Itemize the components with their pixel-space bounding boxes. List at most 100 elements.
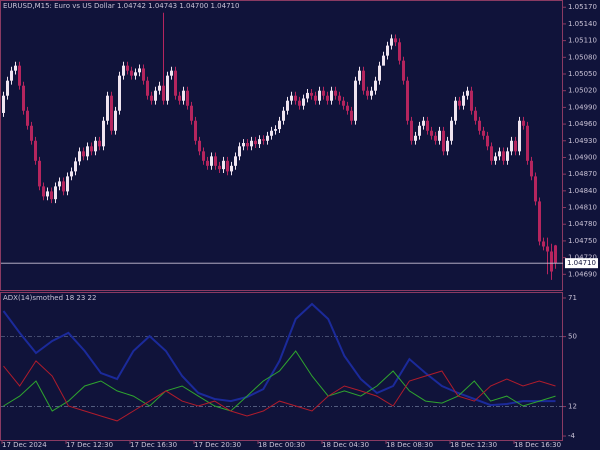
y-tick-label: 12 — [568, 403, 577, 411]
candle-body — [358, 70, 361, 81]
candle-body — [22, 85, 25, 111]
candle-body — [206, 160, 209, 166]
candle-body — [522, 120, 525, 126]
candle-body — [146, 80, 149, 96]
candle-body — [226, 160, 229, 172]
y-tick-label: 1.04960 — [568, 120, 597, 128]
y-tick-label: 1.05170 — [568, 3, 597, 11]
candle-body — [278, 120, 281, 130]
candle-body — [134, 72, 137, 76]
candle-body — [34, 140, 37, 161]
candle-body — [466, 90, 469, 96]
candle-body — [294, 95, 297, 101]
y-tick-label: 1.04690 — [568, 270, 597, 278]
candle-body — [454, 100, 457, 121]
candle-body — [126, 65, 129, 71]
candle-body — [86, 146, 89, 157]
candle-body — [490, 146, 493, 161]
candle-body — [514, 140, 517, 152]
candle-body — [50, 191, 53, 200]
candle-body — [538, 201, 541, 242]
candle-body — [370, 90, 373, 96]
candle-body — [442, 130, 445, 152]
candle-body — [310, 92, 313, 96]
candle-body — [498, 151, 501, 157]
candle-body — [382, 55, 385, 66]
candle-body — [486, 135, 489, 147]
main-panel-border — [0, 0, 563, 291]
candle-body — [398, 42, 401, 61]
x-tick-label: 18 Dec 12:30 — [450, 441, 497, 449]
indicator-line — [2, 302, 556, 407]
candle-body — [246, 142, 249, 147]
y-tick-label: 71 — [568, 294, 577, 302]
candle-body — [434, 135, 437, 141]
candle-body — [162, 85, 165, 101]
candle-body — [438, 130, 441, 141]
candle-body — [402, 60, 405, 81]
y-tick-label: 1.04750 — [568, 237, 597, 245]
candle-body — [550, 251, 553, 272]
y-tick-label: 1.04720 — [568, 254, 597, 262]
y-tick-label: 1.05110 — [568, 37, 597, 45]
candle-body — [2, 95, 5, 113]
candle-body — [450, 120, 453, 141]
candle-body — [334, 90, 337, 96]
candle-body — [194, 120, 197, 141]
candle-body — [306, 92, 309, 99]
candle-body — [290, 95, 293, 101]
candle-body — [98, 140, 101, 147]
candle-body — [90, 146, 93, 152]
candle-body — [354, 80, 357, 121]
candle-body — [262, 139, 265, 141]
candle-body — [222, 160, 225, 170]
candle-body — [158, 85, 161, 91]
candle-body — [150, 95, 153, 101]
candle-body — [114, 110, 117, 131]
candle-body — [554, 245, 557, 264]
candle-body — [58, 181, 61, 187]
y-tick-label: 1.05140 — [568, 20, 597, 28]
candle-body — [418, 125, 421, 136]
candle-body — [62, 181, 65, 192]
candle-body — [470, 90, 473, 111]
candle-body — [6, 80, 9, 96]
candle-body — [326, 95, 329, 101]
candle-body — [506, 151, 509, 161]
candle-body — [474, 110, 477, 121]
candle-body — [214, 156, 217, 166]
y-tick-label: 1.04870 — [568, 170, 597, 178]
candle-body — [42, 186, 45, 197]
candle-body — [186, 90, 189, 106]
x-tick-label: 17 Dec 16:30 — [130, 441, 177, 449]
candle-body — [82, 151, 85, 157]
candle-body — [274, 129, 277, 131]
candle-body — [26, 110, 29, 126]
candle-body — [94, 140, 97, 152]
x-tick-label: 17 Dec 20:30 — [194, 441, 241, 449]
candle-body — [250, 140, 253, 147]
candle-body — [70, 171, 73, 177]
candle-body — [430, 130, 433, 136]
candle-body — [302, 98, 305, 106]
indicator-title: ADX(14)smothed 18 23 22 — [3, 294, 96, 302]
candle-body — [526, 125, 529, 161]
y-tick-label: -4 — [568, 432, 576, 440]
indicator-line — [3, 350, 556, 412]
candle-body — [338, 95, 341, 101]
candle-body — [534, 176, 537, 202]
x-tick-label: 18 Dec 08:30 — [386, 441, 433, 449]
candle-body — [174, 70, 177, 96]
chart-title: EURUSD,M15: Euro vs US Dollar 1.04742 1.… — [3, 2, 239, 10]
candle-body — [542, 241, 545, 247]
candle-body — [330, 90, 333, 101]
indicator-line — [3, 360, 556, 422]
candle-body — [322, 90, 325, 96]
candle-body — [282, 110, 285, 121]
candle-body — [210, 156, 213, 166]
candle-body — [458, 100, 461, 106]
candle-body — [270, 130, 273, 136]
candle-body — [166, 75, 169, 101]
candle-body — [218, 165, 221, 170]
